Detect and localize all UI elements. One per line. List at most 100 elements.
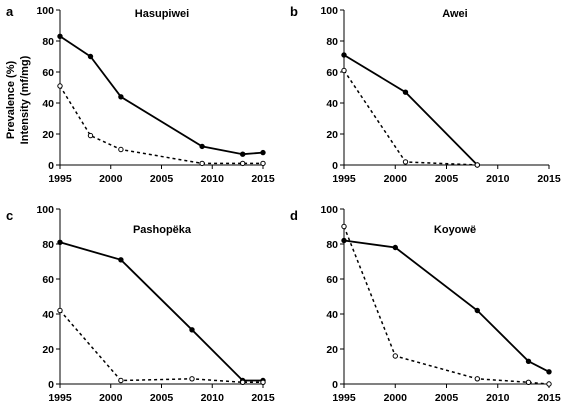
y-tick-label: 40 (42, 98, 54, 110)
panel-letter: a (6, 4, 14, 19)
data-point-filled (546, 369, 552, 375)
x-tick-label: 2000 (384, 173, 408, 185)
x-tick-label: 2005 (435, 392, 459, 404)
y-tick-label: 60 (326, 67, 338, 79)
y-axis-label-prevalence: Prevalence (%) (5, 61, 17, 140)
y-tick-label: 100 (320, 204, 338, 216)
panel-title: Koyowë (434, 224, 476, 236)
y-tick-label: 100 (36, 204, 54, 216)
data-point-filled (525, 358, 532, 364)
y-tick-label: 40 (326, 309, 338, 321)
panel-b: b Awei 0 20 40 60 80 100 1995 2000 2005 2010 2015 (290, 4, 561, 185)
data-point-filled (118, 257, 124, 263)
data-point-filled (57, 239, 63, 246)
y-axis-label-intensity: Intensity (mf/mg) (19, 55, 31, 144)
data-point-open (199, 160, 205, 167)
x-tick-label: 2000 (384, 392, 408, 404)
data-point-open (474, 162, 480, 168)
x-tick-label: 2015 (251, 392, 275, 404)
y-tick-label: 80 (42, 36, 54, 48)
panel-letter: c (6, 208, 13, 223)
y-tick-label: 40 (42, 309, 54, 321)
data-point-filled (240, 151, 246, 157)
y-tick-label: 40 (326, 98, 338, 110)
data-point-open (525, 379, 532, 385)
data-point-open (392, 353, 398, 359)
data-point-open (118, 377, 124, 384)
y-tick-label: 60 (42, 274, 54, 286)
panel-d: d Koyowë 0 20 40 60 80 100 1995 2000 2005 2010 2015 (290, 204, 561, 404)
data-point-filled (189, 327, 195, 333)
data-point-filled (118, 94, 124, 100)
x-tick-label: 2010 (486, 173, 510, 185)
data-point-open (260, 379, 266, 385)
data-point-open (546, 381, 552, 387)
y-tick-label: 0 (48, 160, 54, 172)
data-point-filled (402, 89, 409, 95)
data-point-open (240, 160, 246, 167)
x-tick-label: 2005 (435, 173, 459, 185)
data-point-filled (57, 33, 63, 39)
panel-letter: d (290, 208, 298, 223)
y-tick-label: 60 (42, 67, 54, 79)
data-point-open (118, 146, 124, 153)
x-tick-label: 2010 (201, 173, 225, 185)
series-line-solid (59, 35, 264, 156)
y-tick-label: 60 (326, 274, 338, 286)
data-point-filled (87, 53, 94, 60)
series-line-dashed (343, 70, 478, 166)
x-tick-label: 1995 (332, 392, 356, 404)
panel-a: a Hasupiwei 0 20 40 60 80 100 1995 2000 2005 2010 20… (6, 4, 275, 185)
data-point-filled (260, 149, 266, 156)
panel-title: Pashopëka (133, 224, 192, 236)
series-line-solid (59, 241, 263, 382)
data-point-open (260, 160, 266, 167)
series-line-dashed (343, 226, 550, 385)
y-tick-label: 20 (42, 129, 54, 141)
panel-c: c Pashopëka 0 20 40 60 80 100 1995 2000 2005 2010 20… (6, 204, 275, 404)
y-tick-label: 80 (326, 239, 338, 251)
y-tick-label: 100 (36, 5, 54, 17)
data-point-filled (474, 307, 480, 314)
x-tick-label: 1995 (48, 173, 72, 185)
x-tick-label: 2015 (537, 392, 561, 404)
y-tick-label: 100 (320, 5, 338, 17)
data-point-filled (392, 244, 398, 251)
series-line-solid (343, 54, 478, 166)
data-point-open (474, 376, 480, 382)
y-tick-label: 0 (332, 379, 338, 391)
x-tick-label: 2000 (99, 173, 123, 185)
y-tick-label: 0 (48, 379, 54, 391)
data-point-open (402, 159, 409, 165)
x-tick-label: 1995 (332, 173, 356, 185)
data-point-open (57, 307, 63, 314)
y-tick-label: 20 (326, 129, 338, 141)
data-point-filled (341, 52, 347, 58)
data-point-open (240, 379, 246, 385)
x-tick-label: 1995 (48, 392, 72, 404)
data-point-open (189, 376, 195, 382)
data-point-open (57, 83, 63, 89)
y-tick-label: 80 (42, 239, 54, 251)
x-tick-label: 2005 (150, 173, 174, 185)
data-point-filled (199, 143, 205, 150)
panel-title: Awei (442, 8, 467, 20)
series-line-dashed (59, 85, 263, 165)
data-point-open (341, 223, 347, 230)
panel-letter: b (290, 4, 298, 19)
x-tick-label: 2015 (251, 173, 275, 185)
y-tick-label: 20 (326, 344, 338, 356)
x-tick-label: 2005 (150, 392, 174, 404)
x-tick-label: 2000 (99, 392, 123, 404)
x-tick-label: 2015 (537, 173, 561, 185)
data-point-open (87, 132, 94, 139)
y-tick-label: 20 (42, 344, 54, 356)
x-tick-label: 2010 (486, 392, 510, 404)
panel-title: Hasupiwei (135, 8, 189, 20)
data-point-filled (341, 237, 347, 244)
x-tick-label: 2010 (201, 392, 225, 404)
data-point-open (341, 67, 347, 74)
y-tick-label: 0 (332, 160, 338, 172)
y-tick-label: 80 (326, 36, 338, 48)
